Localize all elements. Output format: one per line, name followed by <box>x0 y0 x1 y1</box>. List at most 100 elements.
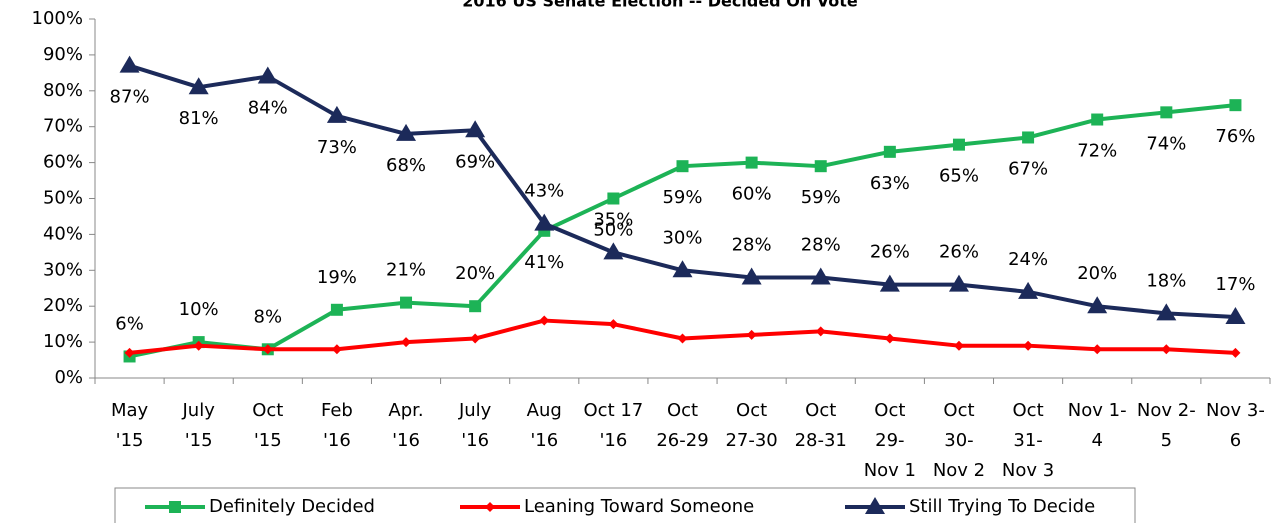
x-tick-label: Oct '15 <box>252 400 283 451</box>
data-label: 21% <box>386 260 426 281</box>
marker <box>1156 303 1177 321</box>
x-tick-label-line: Feb <box>321 400 353 421</box>
marker <box>879 274 900 292</box>
x-tick-label-line: Nov 2- <box>1137 400 1196 421</box>
data-label: 69% <box>455 151 495 172</box>
x-tick-label-line: 5 <box>1161 430 1172 451</box>
marker <box>539 315 550 326</box>
marker <box>1087 296 1108 314</box>
data-label: 30% <box>662 227 702 248</box>
marker <box>607 192 620 205</box>
marker <box>1230 347 1241 358</box>
x-tick-label-line: 31- <box>1013 430 1042 451</box>
data-label: 76% <box>1215 126 1255 147</box>
data-label: 28% <box>732 234 772 255</box>
marker <box>603 242 624 260</box>
marker <box>330 303 343 316</box>
data-label: 65% <box>939 166 979 187</box>
x-tick-label-line: Nov 3- <box>1206 400 1265 421</box>
marker <box>257 66 278 84</box>
data-label: 43% <box>524 181 564 202</box>
x-tick-label: Oct 28-31 <box>795 400 847 451</box>
data-label: 50% <box>593 220 633 241</box>
marker <box>331 344 342 355</box>
x-tick-label-line: 4 <box>1091 430 1102 451</box>
data-label: 18% <box>1146 270 1186 291</box>
x-tick-label: July '16 <box>458 400 492 451</box>
marker <box>470 333 481 344</box>
data-label: 59% <box>662 187 702 208</box>
x-tick-label-line: Oct <box>874 400 905 421</box>
x-tick-label-line: Oct <box>667 400 698 421</box>
y-tick-label: 40% <box>43 223 83 244</box>
x-tick-label: Nov 3- 6 <box>1206 400 1265 451</box>
marker <box>1092 344 1103 355</box>
marker <box>485 502 495 512</box>
x-tick-label: Aug '16 <box>527 400 562 451</box>
marker <box>1018 281 1039 299</box>
data-label: 20% <box>455 263 495 284</box>
data-label: 73% <box>317 137 357 158</box>
data-label: 26% <box>870 242 910 263</box>
x-tick-label-line: '15 <box>185 430 213 451</box>
data-label: 19% <box>317 267 357 288</box>
x-tick-label-line: Oct <box>943 400 974 421</box>
y-tick-label: 50% <box>43 188 83 209</box>
x-tick-label-line: '15 <box>116 430 144 451</box>
data-label: 60% <box>732 184 772 205</box>
y-tick-label: 80% <box>43 80 83 101</box>
marker <box>953 340 964 351</box>
x-tick-label-line: Oct <box>805 400 836 421</box>
x-tick-label-line: '16 <box>392 430 420 451</box>
data-label: 17% <box>1215 274 1255 295</box>
marker <box>326 105 347 123</box>
marker <box>469 300 482 313</box>
x-tick-label: Oct 27-30 <box>725 400 777 451</box>
marker <box>1023 340 1034 351</box>
x-tick-label: Oct 31- Nov 3 <box>1002 400 1054 481</box>
marker <box>884 333 895 344</box>
y-tick-label: 30% <box>43 259 83 280</box>
x-tick-label-line: 30- <box>944 430 973 451</box>
y-tick-label: 20% <box>43 295 83 316</box>
marker <box>810 267 831 285</box>
x-tick-label-line: Oct 17 <box>584 400 644 421</box>
x-tick-label-line: '15 <box>254 430 282 451</box>
x-tick-label: July '15 <box>181 400 215 451</box>
x-tick-label-line: '16 <box>530 430 558 451</box>
x-tick-label-line: 26-29 <box>656 430 708 451</box>
marker <box>1091 113 1104 126</box>
legend-label: Still Trying To Decide <box>909 496 1095 517</box>
marker <box>814 160 827 173</box>
x-tick-label-line: 29- <box>875 430 904 451</box>
x-tick-label: Oct 17 '16 <box>584 400 644 451</box>
marker <box>193 340 204 351</box>
marker <box>1225 306 1246 324</box>
x-tick-label-line: '16 <box>461 430 489 451</box>
x-tick-label-line: Aug <box>527 400 562 421</box>
x-tick-label: Oct 30- Nov 2 <box>933 400 985 481</box>
legend-label: Leaning Toward Someone <box>524 496 754 517</box>
y-tick-label: 100% <box>32 8 83 29</box>
data-label: 6% <box>115 313 144 334</box>
y-tick-label: 0% <box>54 367 83 388</box>
marker <box>1229 99 1242 112</box>
x-tick-label-line: '16 <box>599 430 627 451</box>
marker <box>1160 106 1173 119</box>
marker <box>815 326 826 337</box>
data-label: 63% <box>870 173 910 194</box>
x-tick-label-line: May <box>111 400 149 421</box>
x-tick-label-line: 6 <box>1230 430 1241 451</box>
marker <box>746 329 757 340</box>
data-label: 8% <box>254 306 283 327</box>
data-label: 20% <box>1077 263 1117 284</box>
marker <box>534 213 555 231</box>
data-label: 68% <box>386 155 426 176</box>
y-tick-label: 70% <box>43 116 83 137</box>
data-label: 28% <box>801 234 841 255</box>
data-label: 84% <box>248 97 288 118</box>
data-label: 26% <box>939 242 979 263</box>
x-tick-label: Feb '16 <box>321 400 353 451</box>
x-tick-label: Oct 29- Nov 1 <box>864 400 916 481</box>
